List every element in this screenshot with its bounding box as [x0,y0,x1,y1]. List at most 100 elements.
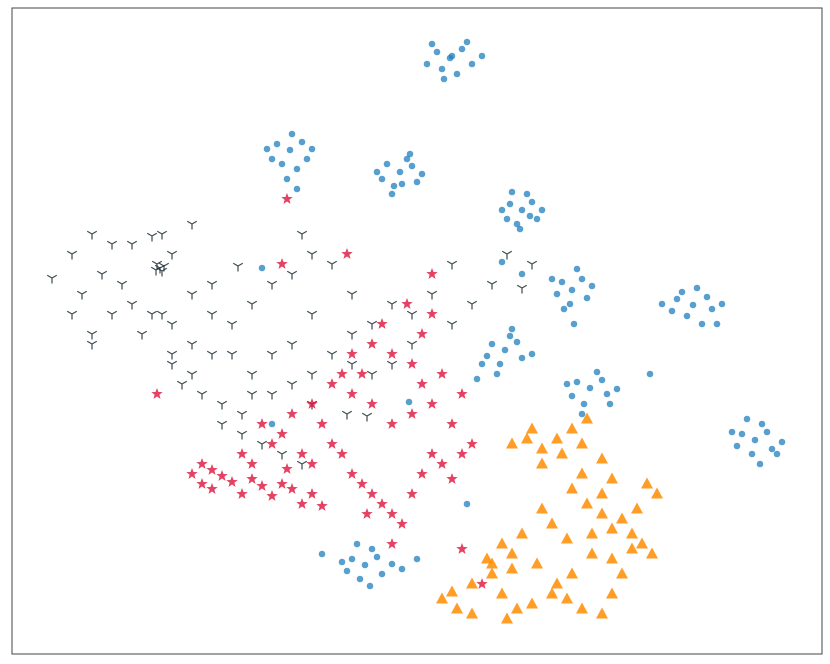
point [626,527,638,539]
plot-area [46,38,786,624]
point [551,432,563,444]
point [446,260,458,270]
point [413,555,421,563]
point [738,430,746,438]
point [418,170,426,178]
point [743,415,751,423]
point [606,400,614,408]
point [756,460,764,468]
point [636,537,648,549]
point [570,320,578,328]
point [186,220,198,230]
point [486,567,498,579]
point [466,607,478,619]
point [536,442,548,454]
point [528,198,536,206]
point [276,258,288,269]
point [86,230,98,240]
point [511,602,523,614]
point [156,230,168,240]
plot-frame [11,7,823,655]
point [703,293,711,301]
point [298,138,306,146]
point [408,162,416,170]
point [568,392,576,400]
point [266,280,278,290]
point [456,388,468,399]
point [286,408,298,419]
point [596,487,608,499]
point [728,428,736,436]
point [226,320,238,330]
point [86,340,98,350]
point [466,300,478,310]
point [306,458,318,469]
point [151,260,163,270]
point [338,558,346,566]
point [361,412,373,422]
point [186,290,198,300]
point [689,301,697,309]
point [136,330,148,340]
point [66,310,78,320]
point [293,185,301,193]
point [326,350,338,360]
point [446,473,458,484]
point [426,268,438,279]
point [306,250,318,260]
point [578,410,586,418]
point [366,370,378,380]
point [386,360,398,370]
point [361,508,373,519]
point [106,310,118,320]
point [158,262,170,272]
point [438,65,446,73]
point [236,488,248,499]
point [341,410,353,420]
point [456,543,468,554]
point [478,360,486,368]
point [216,470,228,481]
point [326,260,338,270]
point [306,398,318,409]
point [296,498,308,509]
point [166,250,178,260]
point [563,380,571,388]
point [576,467,588,479]
point [606,587,618,599]
point [266,438,278,449]
point [513,338,521,346]
point [503,215,511,223]
point [256,440,268,450]
point [373,168,381,176]
point [548,275,556,283]
point [553,290,561,298]
point [366,398,378,409]
point [451,602,463,614]
point [426,398,438,409]
point [506,200,514,208]
point [606,522,618,534]
point [166,360,178,370]
point [763,428,771,436]
point [678,288,686,296]
point [566,300,574,308]
point [646,370,654,378]
point [561,592,573,604]
point [616,567,628,579]
point [316,418,328,429]
point [146,310,158,320]
point [376,498,388,509]
point [306,488,318,499]
point [66,250,78,260]
point [576,437,588,449]
point [436,592,448,604]
point [366,320,378,330]
point [616,512,628,524]
point [556,447,568,459]
point [316,500,328,511]
point [286,270,298,280]
point [246,370,258,380]
point [366,582,374,590]
point [436,458,448,469]
